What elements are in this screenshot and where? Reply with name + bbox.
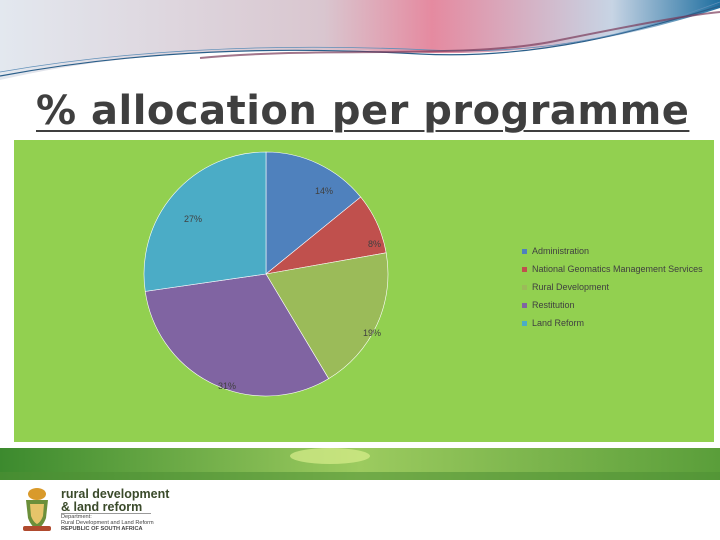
data-label-administration: 14% — [315, 186, 333, 196]
pie-slice-rural-development — [265, 252, 389, 380]
legend-label-restitution: Restitution — [532, 300, 575, 310]
legend-label-land-reform: Land Reform — [532, 318, 584, 328]
pie-slice-land-reform — [143, 151, 267, 292]
logo-text-line2: & land reform — [61, 500, 143, 514]
coat-of-arms-icon — [23, 488, 51, 531]
legend-swatch-land-reform — [522, 321, 527, 326]
dept-name: Rural Development and Land Reform — [61, 520, 154, 526]
data-label-restitution: 31% — [218, 381, 236, 391]
legend-label-national-geomatics-management-services: National Geomatics Management Services — [532, 264, 703, 274]
legend-swatch-administration — [522, 249, 527, 254]
dept-label: Department: — [61, 514, 92, 520]
logo-divider — [61, 513, 151, 514]
data-label-land-reform: 27% — [184, 214, 202, 224]
bottom-stripe-decoration — [0, 448, 720, 480]
footer: rural development & land reform Departme… — [0, 480, 720, 540]
logo-text-line1: rural development — [61, 487, 170, 501]
pie-slice-restitution — [144, 273, 330, 397]
legend-swatch-rural-development — [522, 285, 527, 290]
legend-label-administration: Administration — [532, 246, 589, 256]
legend-label-rural-development: Rural Development — [532, 282, 610, 292]
top-banner-decoration — [0, 0, 720, 80]
legend-swatch-national-geomatics-management-services — [522, 267, 527, 272]
chart-panel: 14% 8% 19% 31% 27% Administration National Geo… — [14, 140, 714, 442]
country-name: REPUBLIC OF SOUTH AFRICA — [61, 526, 143, 532]
pie-slice-administration — [265, 151, 362, 275]
pie-chart: 14% 8% 19% 31% 27% Administration National Geo… — [143, 151, 703, 397]
data-label-rural-development: 19% — [363, 328, 381, 338]
legend-swatch-restitution — [522, 303, 527, 308]
slide-title: % allocation per programme — [36, 88, 690, 134]
data-label-national-geomatics-management-services: 8% — [368, 239, 381, 249]
